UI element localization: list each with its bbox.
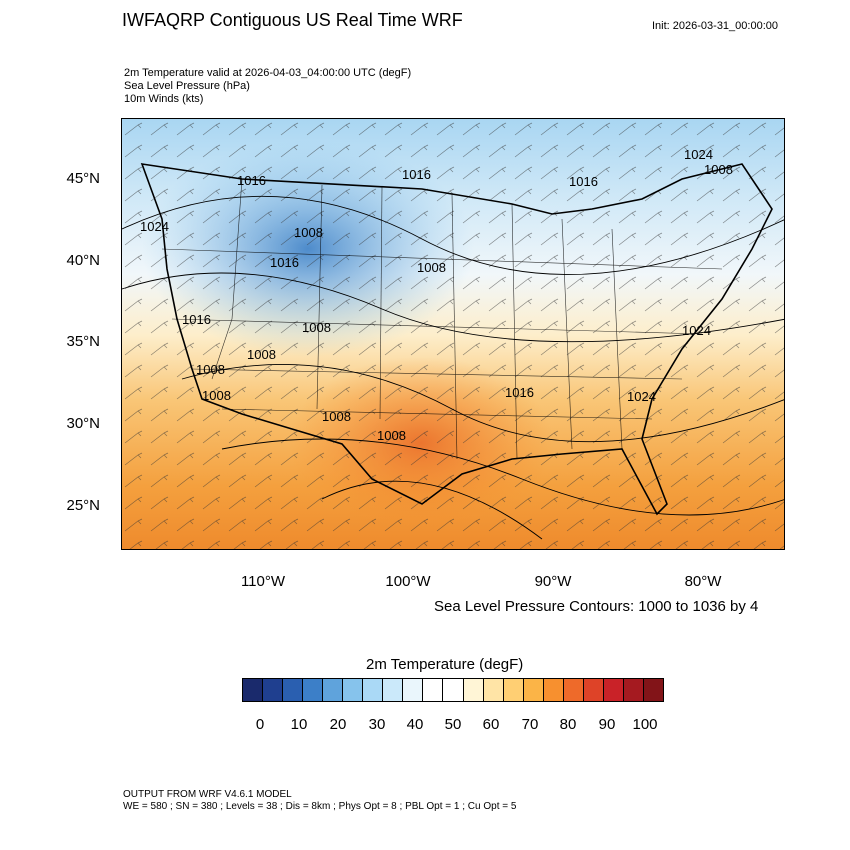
colorbar-tick-label: 70: [521, 716, 539, 733]
isobar-label: 1008: [377, 428, 406, 443]
colorbar-swatch: [503, 679, 524, 701]
colorbar-swatch: [563, 679, 584, 701]
colorbar-tick-label: 30: [368, 716, 386, 733]
colorbar-swatch: [623, 679, 644, 701]
footer-config-line: WE = 580 ; SN = 380 ; Levels = 38 ; Dis …: [123, 801, 517, 812]
field-temperature-label: 2m Temperature valid at 2026-04-03_04:00…: [124, 67, 412, 79]
colorbar-swatch: [323, 679, 344, 701]
isobar-label: 1008: [302, 320, 331, 335]
isobar-label: 1008: [247, 347, 276, 362]
latitude-label-45n: 45°N: [66, 170, 100, 187]
colorbar-tick-label: 0: [255, 716, 265, 733]
colorbar-swatch: [463, 679, 484, 701]
colorbar-swatch: [303, 679, 324, 701]
colorbar-swatch: [423, 679, 444, 701]
colorbar-swatch: [543, 679, 564, 701]
colorbar-swatch: [483, 679, 504, 701]
init-time-label: Init: 2026-03-31_00:00:00: [652, 20, 778, 32]
country-outline: [140, 163, 773, 516]
colorbar-tick-label: 60: [482, 716, 500, 733]
isobar-label: 1024: [682, 323, 711, 338]
isobar-label: 1016: [270, 255, 299, 270]
isobar-label: 1016: [569, 174, 598, 189]
colorbar-swatch: [523, 679, 544, 701]
longitude-label-80w: 80°W: [684, 573, 722, 590]
isobar-label: 1008: [322, 409, 351, 424]
footer-model-line: OUTPUT FROM WRF V4.6.1 MODEL: [123, 789, 292, 800]
isobar-label: 1024: [140, 219, 169, 234]
colorbar-swatch: [263, 679, 284, 701]
colorbar-swatch: [383, 679, 404, 701]
colorbar-swatch: [583, 679, 604, 701]
colorbar-tick-label: 10: [290, 716, 308, 733]
colorbar-swatch: [283, 679, 304, 701]
colorbar-swatch: [363, 679, 384, 701]
isobar-label: 1016: [182, 312, 211, 327]
isobar-label: 1024: [627, 389, 656, 404]
latitude-label-30n: 30°N: [66, 415, 100, 432]
colorbar-swatch: [443, 679, 464, 701]
latitude-label-35n: 35°N: [66, 333, 100, 350]
colorbar-title: 2m Temperature (degF): [366, 656, 524, 673]
longitude-label-100w: 100°W: [385, 573, 431, 590]
latitude-label-40n: 40°N: [66, 252, 100, 269]
colorbar-swatch: [603, 679, 624, 701]
colorbar-swatch: [243, 679, 264, 701]
longitude-label-90w: 90°W: [534, 573, 572, 590]
colorbar-tick-label: 100: [632, 716, 658, 733]
isobar-label: 1008: [704, 162, 733, 177]
longitude-label-110w: 110°W: [240, 573, 286, 590]
isobar-label: 1024: [684, 147, 713, 162]
isobar-label: 1008: [196, 362, 225, 377]
isobar-label: 1008: [417, 260, 446, 275]
contour-note: Sea Level Pressure Contours: 1000 to 103…: [434, 598, 759, 615]
colorbar-tick-label: 80: [559, 716, 577, 733]
colorbar-swatch: [343, 679, 364, 701]
isobar-label: 1008: [294, 225, 323, 240]
latitude-label-25n: 25°N: [66, 497, 100, 514]
colorbar-tick-label: 50: [444, 716, 462, 733]
colorbar-swatch: [403, 679, 424, 701]
field-winds-label: 10m Winds (kts): [124, 93, 204, 105]
isobar-label: 1016: [505, 385, 534, 400]
main-title: IWFAQRP Contiguous US Real Time WRF: [122, 10, 463, 30]
isobar-label: 1016: [237, 173, 266, 188]
map-panel: 1016 1016 1024 1016 1008 1024 1008 1016 1008 1016…: [121, 118, 785, 550]
isobar-label: 1016: [402, 167, 431, 182]
colorbar-tick-label: 90: [598, 716, 616, 733]
isobar-label: 1008: [202, 388, 231, 403]
colorbar-swatch: [643, 679, 663, 701]
field-pressure-label: Sea Level Pressure (hPa): [124, 80, 250, 92]
colorbar-tick-label: 20: [329, 716, 347, 733]
colorbar-tick-label: 40: [406, 716, 424, 733]
colorbar: [242, 678, 664, 702]
